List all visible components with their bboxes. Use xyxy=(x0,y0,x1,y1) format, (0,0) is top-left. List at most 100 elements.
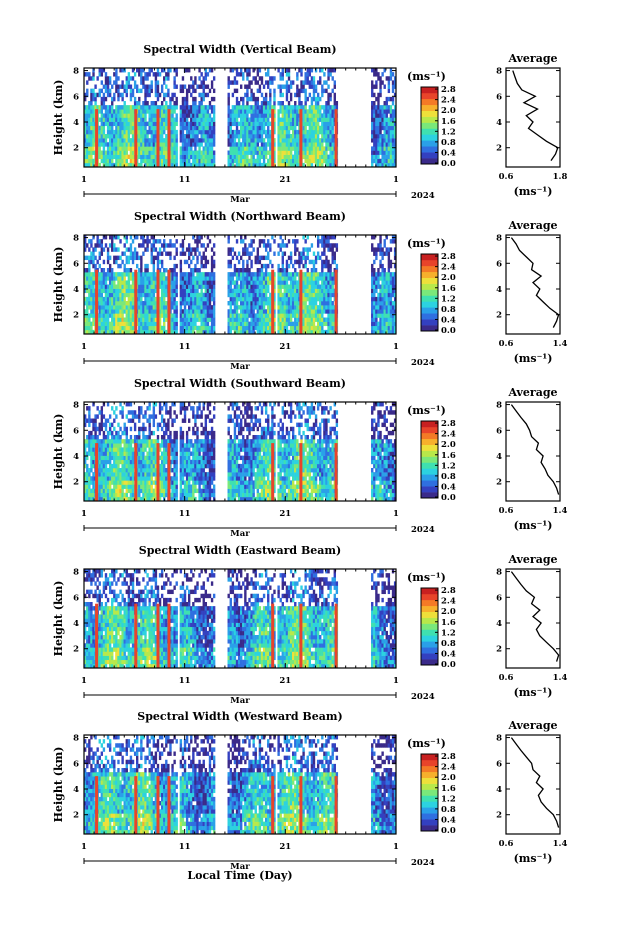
heatmap-cell xyxy=(262,276,266,281)
heatmap-cell xyxy=(383,268,386,273)
heatmap-cell xyxy=(115,292,118,298)
heatmap-cell xyxy=(152,309,156,314)
heatmap-cell xyxy=(142,113,145,118)
heatmap-cell xyxy=(204,325,208,331)
heatmap-cell xyxy=(106,154,110,160)
heatmap-cell xyxy=(294,138,297,143)
heatmap-cell xyxy=(377,325,380,331)
heatmap-cell xyxy=(125,125,128,131)
heatmap-cell xyxy=(254,117,257,122)
heatmap-cell xyxy=(277,305,280,310)
heatmap-cell xyxy=(121,276,124,281)
heatmap-cell xyxy=(308,162,312,168)
heatmap-cell xyxy=(179,309,183,314)
heatmap-cell xyxy=(252,292,255,298)
heatmap-cell xyxy=(190,142,193,147)
heatmap-cell xyxy=(92,113,95,118)
heatmap-cell xyxy=(106,255,110,261)
heatmap-cell xyxy=(294,317,297,322)
heatmap-cell xyxy=(373,313,376,318)
heatmap-cell xyxy=(269,134,272,139)
heatmap-cell xyxy=(296,317,299,322)
heatmap-cell xyxy=(229,259,232,265)
heatmap-cell xyxy=(306,80,309,85)
heatmap-cell xyxy=(208,150,212,155)
heatmap-cell xyxy=(144,317,147,322)
heatmap-cell xyxy=(389,158,393,164)
month-label: Mar xyxy=(230,362,250,372)
heatmap-cell xyxy=(160,117,164,122)
month-label: Mar xyxy=(230,195,250,205)
heatmap-cell xyxy=(100,280,104,285)
heatmap-cell xyxy=(304,325,307,331)
heatmap-cell xyxy=(331,292,334,298)
heatmap-cell xyxy=(262,296,266,302)
heatmap-cell xyxy=(185,96,189,102)
heatmap-cell xyxy=(204,121,208,127)
heatmap-cell xyxy=(198,150,201,155)
heatmap-cell xyxy=(179,113,183,118)
heatmap-cell xyxy=(129,113,133,118)
heatmap-cell xyxy=(312,113,316,118)
heatmap-cell xyxy=(383,280,386,285)
heatmap-cell xyxy=(304,158,307,164)
heatmap-cell xyxy=(160,68,164,73)
heatmap-cell xyxy=(335,101,339,106)
average-y-tick-label: 6 xyxy=(496,92,502,102)
heatmap-cell xyxy=(150,113,153,118)
heatmap-cell xyxy=(227,117,230,122)
heatmap-cell xyxy=(183,280,187,285)
heatmap-cell xyxy=(237,325,241,331)
heatmap-cell xyxy=(258,243,262,248)
heatmap-cell xyxy=(373,109,376,114)
heatmap-cell xyxy=(289,96,293,102)
heatmap-cell xyxy=(387,276,391,281)
heatmap-cell xyxy=(123,280,126,285)
heatmap-cell xyxy=(323,296,326,302)
heatmap-cell xyxy=(108,255,112,261)
heatmap-cell xyxy=(227,105,230,110)
heatmap-cell xyxy=(146,247,149,252)
heatmap-cell xyxy=(88,272,91,277)
heatmap-cell xyxy=(194,162,197,168)
heatmap-cell xyxy=(279,150,282,155)
heatmap-cell xyxy=(240,105,243,110)
heatmap-cell xyxy=(379,121,382,127)
heatmap-cell xyxy=(204,76,208,81)
heatmap-cell xyxy=(144,109,147,114)
heatmap-cell xyxy=(273,321,276,327)
heatmap-cell xyxy=(240,121,243,127)
heatmap-cell xyxy=(321,309,324,314)
heatmap-cell xyxy=(188,276,191,281)
heatmap-cell xyxy=(319,68,322,73)
heatmap-cell xyxy=(387,142,391,147)
heatmap-cell xyxy=(244,305,247,310)
heatmap-cell xyxy=(304,150,307,155)
heatmap-cell xyxy=(331,255,334,261)
heatmap-cell xyxy=(316,117,320,122)
heatmap-cell xyxy=(131,272,135,277)
heatmap-cell xyxy=(316,125,320,131)
heatmap-cell xyxy=(190,247,193,252)
heatmap-cell xyxy=(371,280,374,285)
heatmap-cell xyxy=(302,117,305,122)
heatmap-cell xyxy=(331,154,334,160)
heatmap-cell xyxy=(121,321,124,327)
heatmap-cell xyxy=(235,96,239,102)
heatmap-cell xyxy=(391,280,395,285)
heatmap-cell xyxy=(302,317,305,322)
heatmap-cell xyxy=(185,313,189,318)
heatmap-cell xyxy=(165,243,168,248)
heatmap-cell xyxy=(98,138,101,143)
heatmap-cell xyxy=(104,138,108,143)
heatmap-cell xyxy=(262,272,266,277)
heatmap-cell xyxy=(123,325,126,331)
heatmap-cell xyxy=(277,142,280,147)
heatmap-cell xyxy=(237,321,241,327)
heatmap-cell xyxy=(127,276,131,281)
heatmap-cell xyxy=(273,88,276,94)
heatmap-cell xyxy=(319,239,322,244)
heatmap-cell xyxy=(379,88,382,94)
heatmap-cell xyxy=(302,138,305,143)
heatmap-cell xyxy=(269,321,272,327)
